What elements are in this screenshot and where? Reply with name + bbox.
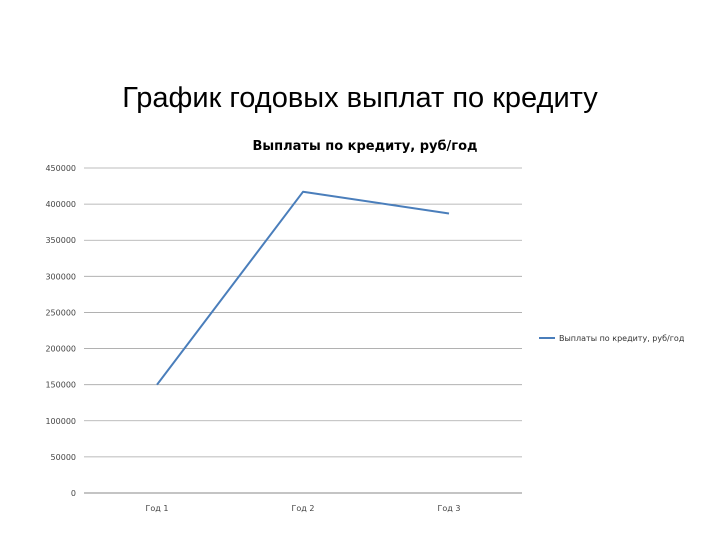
chart-title: Выплаты по кредиту, руб/год	[252, 139, 477, 154]
y-axis-tick-labels: 0 50000 100000 150000 200000 250000 300000 3500…	[45, 164, 76, 498]
y-tick-label: 150000	[45, 381, 76, 390]
series-lines	[156, 190, 450, 386]
y-tick-label: 50000	[51, 453, 76, 462]
y-tick-label: 450000	[45, 164, 76, 173]
x-tick-label: Год 1	[146, 504, 169, 513]
y-tick-label: 0	[71, 489, 76, 498]
slide-title: График годовых выплат по кредиту	[122, 82, 598, 114]
legend-label: Выплаты по кредиту, руб/год	[559, 334, 685, 343]
y-tick-label: 200000	[45, 345, 76, 354]
y-tick-label: 250000	[45, 308, 76, 317]
series-line	[156, 190, 450, 386]
x-axis-tick-labels: Год 1 Год 2 Год 3	[146, 504, 461, 513]
x-tick-label: Год 3	[438, 504, 461, 513]
gridlines	[84, 167, 522, 458]
y-tick-label: 400000	[45, 200, 76, 209]
x-tick-label: Год 2	[292, 504, 315, 513]
y-tick-label: 350000	[45, 236, 76, 245]
y-tick-label: 100000	[45, 417, 76, 426]
y-tick-label: 300000	[45, 272, 76, 281]
legend: Выплаты по кредиту, руб/год	[539, 334, 685, 343]
